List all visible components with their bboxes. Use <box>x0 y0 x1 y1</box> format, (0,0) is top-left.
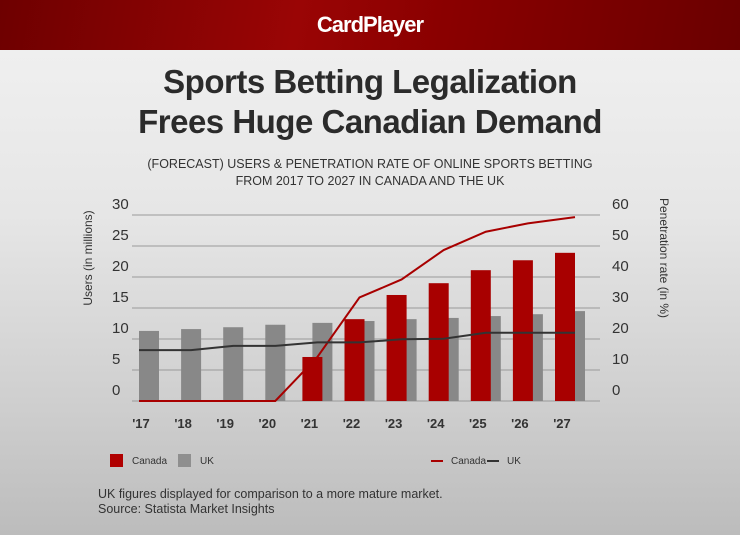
legend-swatch-uk-bar <box>178 454 191 467</box>
y-tick-label: 20 <box>112 258 129 275</box>
cardplayer-logo: CardPlayer <box>316 12 424 37</box>
legend-label-uk-bar: UK <box>200 456 214 467</box>
y2-tick-label: 60 <box>612 196 629 213</box>
bar-canada <box>344 319 365 401</box>
bar-canada <box>428 283 449 401</box>
subtitle-line-1: (FORECAST) USERS & PENETRATION RATE OF O… <box>147 157 593 171</box>
footnote: UK figures displayed for comparison to a… <box>98 487 443 517</box>
source-text: Source: Statista Market Insights <box>98 502 275 516</box>
x-tick-label: '17 <box>132 416 150 431</box>
x-tick-label: '20 <box>259 416 277 431</box>
legend-swatch-canada-bar <box>110 454 123 467</box>
x-tick-label: '24 <box>427 416 445 431</box>
x-tick-label: '21 <box>301 416 319 431</box>
footnote-text: UK figures displayed for comparison to a… <box>98 487 443 501</box>
title-line-1: Sports Betting Legalization <box>163 63 577 100</box>
y-tick-label: 5 <box>112 351 120 368</box>
subtitle-line-2: FROM 2017 TO 2027 IN CANADA AND THE UK <box>235 174 505 188</box>
bar-canada <box>386 294 407 401</box>
x-tick-label: '18 <box>174 416 192 431</box>
x-tick-label: '27 <box>553 416 571 431</box>
y2-tick-label: 50 <box>612 227 629 244</box>
y2-tick-label: 20 <box>612 320 629 337</box>
y2-tick-label: 0 <box>612 382 620 399</box>
title-line-2: Frees Huge Canadian Demand <box>138 103 602 140</box>
y2-tick-label: 10 <box>612 351 629 368</box>
page-title: Sports Betting Legalization Frees Huge C… <box>0 62 740 142</box>
y2-axis-label: Penetration rate (in %) <box>657 198 671 318</box>
bar-uk <box>139 330 159 401</box>
y-tick-label: 10 <box>112 320 129 337</box>
legend-label-canada-line: Canada <box>451 456 486 467</box>
y2-tick-label: 30 <box>612 289 629 306</box>
bar-canada <box>470 270 491 401</box>
bar-uk <box>223 327 244 401</box>
chart-subtitle: (FORECAST) USERS & PENETRATION RATE OF O… <box>0 156 740 190</box>
legend-label-uk-line: UK <box>507 456 521 467</box>
legend: Canada UK Canada UK <box>110 454 521 467</box>
legend-label-canada-bar: Canada <box>132 456 167 467</box>
line-canada <box>139 216 576 402</box>
y-tick-label: 25 <box>112 227 129 244</box>
bar-canada <box>555 252 575 401</box>
x-tick-label: '26 <box>511 416 529 431</box>
y-axis-label: Users (in millions) <box>81 210 95 305</box>
y2-tick-label: 40 <box>612 258 629 275</box>
bar-uk <box>181 329 202 401</box>
x-tick-label: '23 <box>385 416 403 431</box>
x-tick-label: '22 <box>343 416 361 431</box>
bar-uk <box>265 324 286 401</box>
y-tick-label: 15 <box>112 289 129 306</box>
line-uk <box>139 331 575 352</box>
header-banner: CardPlayer <box>0 0 740 50</box>
y-tick-label: 30 <box>112 196 129 213</box>
x-tick-label: '25 <box>469 416 487 431</box>
bar-canada <box>512 260 533 401</box>
y-tick-label: 0 <box>112 382 120 399</box>
x-tick-label: '19 <box>216 416 234 431</box>
